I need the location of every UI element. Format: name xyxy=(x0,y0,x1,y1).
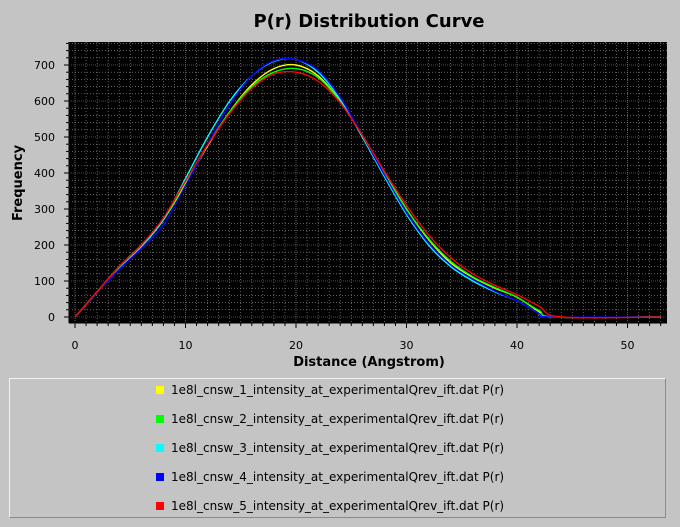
series-line-4 xyxy=(74,57,661,318)
x-tick-label: 30 xyxy=(400,339,414,352)
y-tick-label: 500 xyxy=(34,131,55,144)
legend-item: 1e8l_cnsw_1_intensity_at_experimentalQre… xyxy=(156,382,504,398)
legend-item: 1e8l_cnsw_5_intensity_at_experimentalQre… xyxy=(156,498,504,514)
y-tick-label: 700 xyxy=(34,59,55,72)
y-tick-label: 100 xyxy=(34,275,55,288)
series-line-5 xyxy=(74,70,661,319)
legend-item: 1e8l_cnsw_2_intensity_at_experimentalQre… xyxy=(156,411,504,427)
legend-item: 1e8l_cnsw_3_intensity_at_experimentalQre… xyxy=(156,440,504,456)
x-tick-label: 50 xyxy=(621,339,635,352)
legend-label: 1e8l_cnsw_2_intensity_at_experimentalQre… xyxy=(171,412,505,426)
legend-label: 1e8l_cnsw_4_intensity_at_experimentalQre… xyxy=(171,470,505,484)
legend-item: 1e8l_cnsw_4_intensity_at_experimentalQre… xyxy=(156,469,504,485)
plot-area xyxy=(69,42,667,323)
x-tick-label: 0 xyxy=(72,339,79,352)
chart-title: P(r) Distribution Curve xyxy=(253,11,484,32)
legend-label: 1e8l_cnsw_5_intensity_at_experimentalQre… xyxy=(171,499,505,513)
series-lines xyxy=(74,57,661,319)
legend-swatch xyxy=(156,415,164,423)
y-tick-label: 200 xyxy=(34,239,55,252)
grid xyxy=(69,42,667,323)
legend-swatch xyxy=(156,502,164,510)
legend-swatch xyxy=(156,473,164,481)
legend-swatch xyxy=(156,444,164,452)
legend-swatch xyxy=(156,386,164,394)
y-tick-label: 600 xyxy=(34,95,55,108)
y-tick-label: 400 xyxy=(34,167,55,180)
y-tick-label: 0 xyxy=(48,311,55,324)
y-tick-label: 300 xyxy=(34,203,55,216)
x-axis-title: Distance (Angstrom) xyxy=(293,355,445,370)
y-axis-title: Frequency xyxy=(11,144,26,221)
x-tick-label: 10 xyxy=(179,339,193,352)
legend-label: 1e8l_cnsw_3_intensity_at_experimentalQre… xyxy=(171,441,505,455)
legend-label: 1e8l_cnsw_1_intensity_at_experimentalQre… xyxy=(171,383,505,397)
legend: 1e8l_cnsw_1_intensity_at_experimentalQre… xyxy=(9,378,666,518)
x-tick-label: 40 xyxy=(510,339,524,352)
x-tick-label: 20 xyxy=(289,339,303,352)
